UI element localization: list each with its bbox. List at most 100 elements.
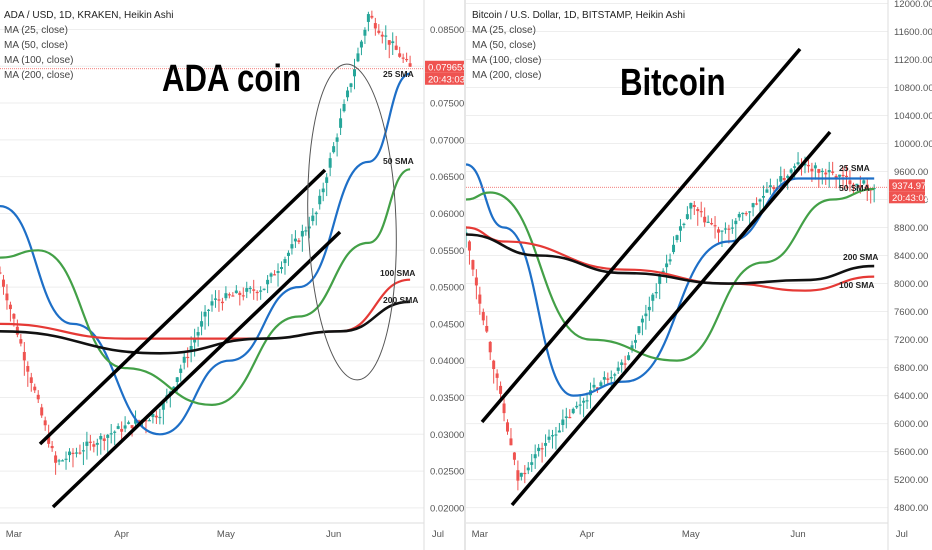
left-candle-body [92,444,96,447]
left-lower-trendline [51,230,342,509]
ada-legend-ma100[interactable]: MA (100, close) [4,55,74,66]
right-candle-body [466,232,468,234]
left-candle-body [339,118,343,128]
left-y-tick-label: 0.020000 [430,503,464,514]
left-candle-body [81,450,85,452]
right-candle-body [609,377,613,379]
left-candle-body [328,158,332,168]
right-y-tick-label: 11600.00 [894,27,932,38]
right-candle-body [751,203,755,208]
right-candle-body [765,189,769,193]
left-candle-body [314,212,318,215]
right-candle-body [481,312,485,321]
left-candle-body [85,441,89,446]
bitcoin-legend-ma200[interactable]: MA (200, close) [472,70,542,81]
right-lower-trendline [510,130,832,507]
right-y-tick-label: 10800.00 [894,83,932,94]
right-candle-body [564,416,568,418]
bitcoin-legend-ma25[interactable]: MA (25, close) [472,25,536,36]
right-y-tick-label: 8400.00 [894,251,928,262]
left-candle-body [273,274,277,276]
left-candle-body [134,419,138,424]
ada-legend-ma200[interactable]: MA (200, close) [4,70,74,81]
right-candle-body [678,226,682,231]
left-candle-body [359,41,363,48]
right-candle-body [647,306,651,311]
bitcoin-big-label: Bitcoin [620,62,726,104]
right-candle-body [806,164,810,167]
right-y-tick-label: 8800.00 [894,223,928,234]
left-candle-body [366,14,370,22]
left-candle-body [217,299,221,301]
left-candle-body [5,293,9,301]
ada-chart-svg[interactable]: 0.0850000.0800000.0750000.0700000.065000… [0,0,464,550]
right-y-tick-label: 5200.00 [894,475,928,486]
right-candle-body [838,174,842,177]
left-candle-body [248,287,252,290]
left-candle-body [47,434,51,444]
right-candle-body [692,204,696,208]
right-y-tick-label: 6000.00 [894,419,928,430]
ada-chart-panel[interactable]: 0.0850000.0800000.0750000.0700000.065000… [0,0,464,550]
left-candle-body [238,292,242,296]
right-candle-body [672,244,676,253]
left-candle-body [363,29,367,36]
bitcoin-legend-ma50[interactable]: MA (50, close) [472,40,536,51]
left-x-tick-label: Mar [6,529,22,540]
right-candle-body [772,187,776,190]
right-candle-body [616,367,620,371]
right-candle-body [855,183,859,186]
right-candle-body [523,472,527,475]
right-x-tick-label: Apr [580,529,595,540]
left-x-tick-label: Jun [326,529,341,540]
bitcoin-legend-ma100[interactable]: MA (100, close) [472,55,542,66]
right-candle-body [675,235,679,240]
ada-legend-title: ADA / USD, 1D, KRAKEN, Heikin Ashi [4,10,174,21]
right-sma50-annotation: 50 SMA [839,183,870,193]
left-candle-body [40,407,44,416]
left-candle-body [387,40,391,45]
left-candle-body [318,195,322,205]
left-candle-body [311,215,315,222]
right-candle-body [748,211,752,213]
left-candle-body [12,313,16,319]
bitcoin-chart-panel[interactable]: 12000.00 11600.00 11200.00 10800.00 10400.00… [466,0,932,550]
right-candle-body [689,202,693,209]
left-candle-body [154,415,158,418]
right-candle-body [467,241,471,251]
bitcoin-chart-svg[interactable]: 12000.00 11600.00 11200.00 10800.00 10400.00… [466,0,932,550]
right-candle-body [741,212,745,215]
right-candle-body [810,168,814,172]
ada-legend-ma25[interactable]: MA (25, close) [4,25,68,36]
right-sma100-annotation: 100 SMA [839,280,874,290]
left-candle-body [116,426,120,429]
right-ma100-line [466,226,875,292]
left-candle-body [384,35,388,37]
right-candle-body [730,227,734,229]
left-candle-body [74,452,78,454]
left-candle-body [332,146,336,153]
left-ma50-line [0,168,411,407]
left-candle-body [186,356,190,359]
left-candle-body [335,137,339,142]
right-candle-body [758,199,762,202]
left-candle-body [280,267,284,270]
right-candle-body [575,405,579,408]
left-price-tag-bg [425,60,464,73]
right-candle-body [544,443,548,446]
left-candle-body [68,451,72,456]
right-candle-body [550,435,554,437]
left-candle-body [147,420,151,422]
right-candle-body [820,170,824,173]
ada-legend-ma50[interactable]: MA (50, close) [4,40,68,51]
right-x-tick-label: Jun [790,529,805,540]
left-candle-body [36,394,40,400]
right-candle-body [474,277,478,286]
left-candle-body [325,177,329,183]
right-y-tick-label: 11200.00 [894,55,932,66]
